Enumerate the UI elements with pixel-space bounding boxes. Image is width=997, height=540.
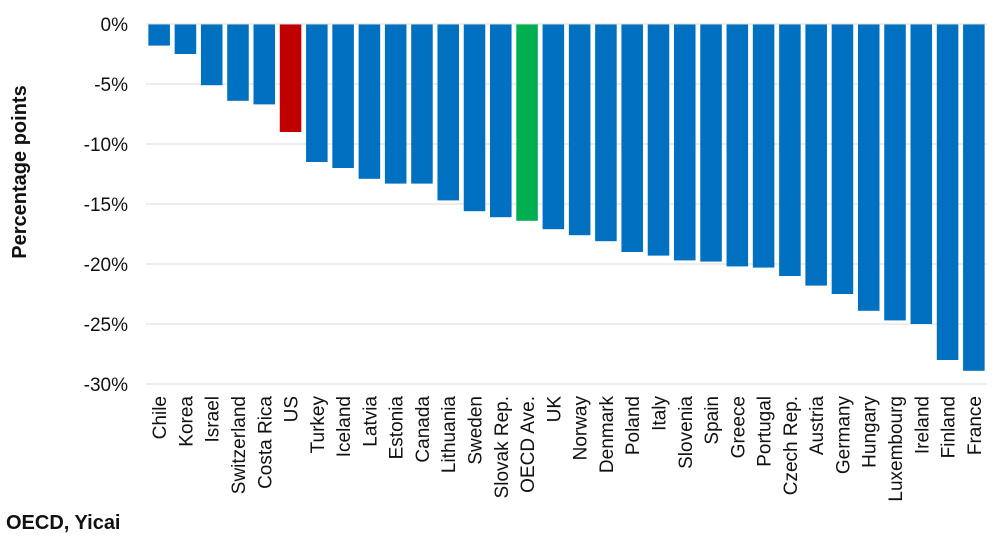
bar-costa-rica <box>253 24 276 105</box>
x-category-label: OECD Ave. <box>518 396 539 493</box>
x-category-label: Austria <box>807 396 828 456</box>
bar-switzerland <box>227 24 249 101</box>
bar-norway <box>568 24 591 236</box>
bar-korea <box>174 24 197 54</box>
y-tick-label: -15% <box>84 195 128 216</box>
bar-estonia <box>384 24 407 184</box>
bar-iceland <box>332 24 354 168</box>
y-tick-label: -5% <box>94 75 128 96</box>
bar-czech-rep <box>779 24 801 276</box>
x-category-label: Czech Rep. <box>781 396 802 495</box>
y-axis-title: Percentage points <box>9 85 31 258</box>
bar-austria <box>805 24 827 286</box>
x-category-label: Greece <box>728 396 749 458</box>
x-category-label: Canada <box>413 396 434 463</box>
bar-oecd-ave <box>516 24 538 221</box>
x-category-label: US <box>282 396 303 422</box>
bar-greece <box>726 24 749 267</box>
x-category-label: Italy <box>649 396 670 431</box>
x-category-label: Costa Rica <box>255 396 276 489</box>
x-axis-labels: Chile Korea Israel Switzerland Costa Rica US T… <box>150 396 986 502</box>
bar-israel <box>200 24 223 86</box>
x-category-label: Hungary <box>860 396 881 468</box>
x-category-label: Denmark <box>597 396 618 474</box>
bar-spain <box>700 24 722 262</box>
bar-france <box>963 24 985 371</box>
bar-turkey <box>306 24 328 162</box>
x-category-label: Portugal <box>755 396 776 467</box>
x-category-label: France <box>965 396 986 455</box>
x-category-label: Luxembourg <box>886 396 907 502</box>
x-category-label: Turkey <box>308 396 329 454</box>
bar-us <box>279 24 302 132</box>
y-tick-label: 0% <box>101 15 129 36</box>
x-category-label: Korea <box>176 396 197 447</box>
bar-denmark <box>595 24 617 242</box>
x-category-label: Slovak Rep. <box>492 396 513 498</box>
bar-sweden <box>463 24 486 212</box>
x-category-label: Israel <box>203 396 224 442</box>
y-axis-ticks: 0% -5% -10% -15% -20% -25% -30% <box>84 15 128 396</box>
x-category-label: Germany <box>833 396 854 475</box>
bar-lithuania <box>437 24 460 201</box>
x-category-label: Estonia <box>387 396 408 460</box>
bar-portugal <box>752 24 775 268</box>
bar-slovak-rep <box>490 24 512 218</box>
x-category-label: Spain <box>702 396 723 445</box>
bar-ireland <box>910 24 933 324</box>
bar-poland <box>621 24 643 252</box>
x-category-label: Switzerland <box>229 396 250 494</box>
bar-luxembourg <box>884 24 906 321</box>
x-category-label: Slovenia <box>676 396 697 469</box>
bar-uk <box>542 24 565 230</box>
y-tick-label: -30% <box>84 375 128 396</box>
bar-finland <box>936 24 959 360</box>
bar-hungary <box>857 24 880 311</box>
x-category-label: Ireland <box>912 396 933 454</box>
bar-slovenia <box>673 24 696 261</box>
x-category-label: Norway <box>571 396 592 461</box>
y-tick-label: -25% <box>84 315 128 336</box>
y-tick-label: -10% <box>84 135 128 156</box>
x-category-label: Poland <box>623 396 644 455</box>
source-note: OECD, Yicai <box>6 512 121 534</box>
x-category-label: Sweden <box>466 396 487 465</box>
bar-germany <box>831 24 854 294</box>
x-category-label: Chile <box>150 396 171 439</box>
x-category-label: Latvia <box>360 396 381 447</box>
bar-latvia <box>358 24 381 179</box>
bar-italy <box>647 24 670 256</box>
bars <box>148 24 985 371</box>
x-category-label: UK <box>544 396 565 423</box>
x-category-label: Finland <box>939 396 960 458</box>
bar-chile <box>148 24 170 46</box>
bar-canada <box>411 24 433 184</box>
y-tick-label: -20% <box>84 255 128 276</box>
x-category-label: Lithuania <box>439 396 460 474</box>
x-category-label: Iceland <box>334 396 355 457</box>
